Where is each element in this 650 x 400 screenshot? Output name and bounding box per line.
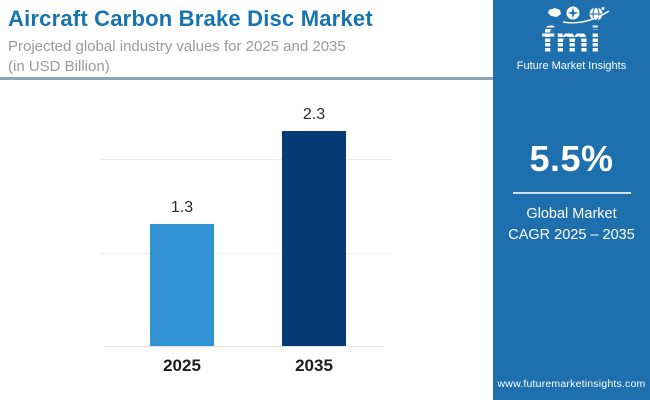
map-icon: [547, 8, 561, 17]
cagr-label-line-2: CAGR 2025 – 2035: [508, 227, 635, 243]
bar-chart: 1.3 2.3 2025 2035: [0, 80, 493, 400]
compass-icon: [566, 6, 579, 20]
website-url: www.futuremarketinsights.com: [497, 378, 646, 390]
footer-stripe-orange: [165, 393, 329, 400]
x-tick-label-2035: 2035: [295, 356, 333, 375]
orbit-swoosh-icon: [562, 10, 609, 24]
cagr-block: 5.5% Global Market CAGR 2025 – 2035: [493, 138, 650, 246]
value-label-2035: 2.3: [302, 105, 326, 123]
fmi-logo: fmi Future Market Insights: [493, 6, 650, 72]
footer-stripe-green: [0, 393, 165, 400]
gridline-1: [100, 252, 392, 254]
report-main-panel: Aircraft Carbon Brake Disc Market Projec…: [0, 6, 493, 400]
bar-2035: [282, 130, 346, 346]
x-axis-line: [105, 346, 383, 347]
value-label-2025: 1.3: [170, 199, 194, 217]
gridline-2: [100, 159, 392, 160]
logo-icons-graphic: [547, 6, 609, 24]
brand-sidebar: fmi Future Market Insights 5.5% Global M…: [493, 0, 650, 400]
header-divider: [0, 77, 493, 80]
fmi-logo-text: fmi: [493, 22, 650, 60]
bar-2025: [150, 224, 214, 346]
globe-icon: [589, 7, 604, 21]
cagr-label-line-1: Global Market: [526, 206, 617, 222]
page-title: Aircraft Carbon Brake Disc Market: [8, 6, 373, 31]
cagr-divider: [512, 192, 631, 194]
x-tick-label-2025: 2025: [163, 356, 201, 375]
logo-icons-row: [493, 6, 650, 24]
fmi-logo-caption: Future Market Insights: [516, 60, 627, 72]
page-subtitle: Projected global industry values for 202…: [8, 37, 488, 77]
footer-stripe-purple: [329, 393, 493, 400]
header: Aircraft Carbon Brake Disc Market Projec…: [8, 6, 488, 77]
subtitle-line-1: Projected global industry values for 202…: [8, 38, 346, 55]
subtitle-line-2: (in USD Billion): [8, 58, 110, 75]
cagr-label: Global Market CAGR 2025 – 2035: [493, 204, 650, 246]
cagr-value: 5.5%: [529, 138, 614, 179]
